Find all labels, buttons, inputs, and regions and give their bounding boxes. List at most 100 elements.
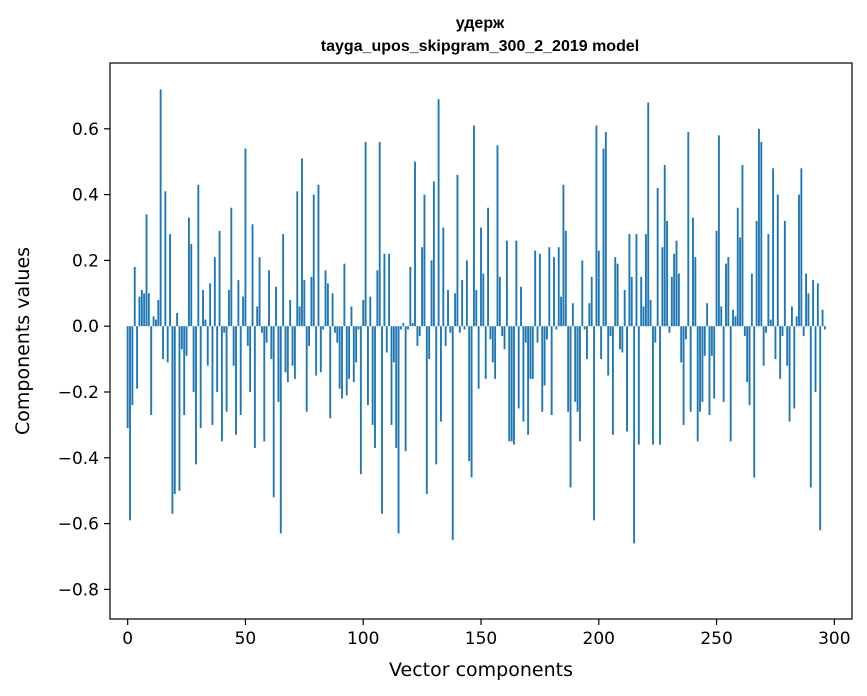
- bar-290: [809, 326, 812, 488]
- bar-249: [713, 326, 716, 399]
- bar-271: [765, 326, 767, 333]
- bar-28: [192, 326, 195, 392]
- bar-106: [376, 270, 379, 327]
- bar-123: [416, 326, 419, 346]
- bar-37: [213, 257, 216, 327]
- bar-57: [260, 326, 263, 333]
- bar-205: [609, 326, 612, 337]
- bar-20: [173, 326, 176, 494]
- x-tick-label: 250: [700, 629, 732, 649]
- bar-152: [484, 326, 487, 379]
- bar-128: [428, 326, 431, 360]
- bar-135: [444, 326, 447, 346]
- bar-15: [162, 326, 164, 360]
- bar-33: [204, 319, 207, 327]
- bar-10: [150, 326, 153, 416]
- bar-200: [597, 250, 600, 327]
- bar-52: [249, 326, 252, 392]
- bar-78: [310, 276, 313, 327]
- y-tick-label: 0.4: [72, 186, 99, 206]
- bar-9: [147, 293, 150, 327]
- bar-148: [475, 290, 478, 327]
- bar-264: [748, 326, 751, 406]
- bar-80: [315, 326, 318, 376]
- bar-95: [350, 306, 353, 327]
- bar-126: [423, 194, 426, 327]
- bar-3: [133, 266, 136, 327]
- bar-181: [553, 257, 555, 327]
- bar-146: [470, 326, 473, 478]
- bar-64: [277, 326, 280, 402]
- bar-66: [282, 234, 285, 327]
- bar-207: [614, 257, 617, 327]
- bar-221: [647, 102, 650, 327]
- bar-77: [308, 326, 310, 346]
- bar-232: [673, 253, 676, 327]
- bar-29: [195, 326, 197, 465]
- bar-293: [816, 283, 819, 327]
- bar-98: [357, 326, 360, 330]
- bar-69: [289, 299, 292, 327]
- x-tick-label: 150: [465, 629, 497, 649]
- bar-118: [404, 326, 407, 452]
- bar-241: [694, 257, 697, 327]
- x-tick-label: 100: [347, 629, 379, 649]
- bar-23: [180, 326, 183, 350]
- tick-group: 0 50 100 150 200 250 300 −0.8 −0.6 −0.4 −0.2 0.0 0.2…: [58, 120, 851, 649]
- bar-185: [562, 184, 565, 327]
- bar-279: [783, 220, 786, 327]
- bar-189: [571, 303, 574, 327]
- bar-236: [682, 326, 685, 425]
- bar-280: [786, 326, 789, 366]
- bar-100: [362, 299, 365, 327]
- bar-244: [701, 326, 704, 402]
- bar-175: [538, 253, 541, 327]
- bar-144: [465, 260, 468, 327]
- bar-192: [578, 326, 581, 442]
- bar-258: [734, 316, 737, 327]
- y-tick-label: −0.4: [58, 449, 99, 469]
- bar-22: [178, 326, 181, 491]
- bar-234: [677, 273, 680, 327]
- bar-216: [635, 234, 638, 327]
- bar-115: [397, 326, 400, 534]
- bar-5: [138, 296, 141, 327]
- bar-267: [755, 220, 758, 327]
- bar-149: [477, 326, 480, 389]
- y-tick-label: 0.6: [72, 120, 99, 140]
- y-tick-label: −0.8: [58, 580, 99, 600]
- bar-75: [303, 280, 306, 327]
- bar-282: [790, 306, 793, 327]
- bar-32: [202, 290, 204, 327]
- bar-247: [708, 326, 711, 416]
- bar-198: [593, 326, 595, 521]
- bar-41: [223, 326, 226, 333]
- bar-34: [206, 326, 209, 366]
- y-axis-label: Components values: [12, 247, 34, 435]
- bar-121: [411, 322, 414, 327]
- bar-74: [301, 158, 303, 327]
- bar-101: [364, 141, 367, 327]
- bar-162: [508, 326, 511, 442]
- bar-155: [491, 326, 494, 363]
- bar-219: [642, 306, 645, 327]
- bar-130: [432, 181, 435, 327]
- bar-138: [451, 326, 454, 541]
- bar-239: [689, 326, 692, 412]
- bar-210: [621, 326, 624, 353]
- bar-168: [522, 326, 525, 422]
- bar-204: [607, 326, 610, 376]
- bar-164: [513, 326, 515, 445]
- bar-119: [407, 326, 409, 330]
- bar-31: [199, 326, 202, 429]
- bar-208: [616, 263, 619, 327]
- bar-196: [588, 303, 591, 327]
- bar-129: [430, 260, 433, 327]
- bar-158: [498, 276, 501, 327]
- bar-63: [275, 286, 277, 327]
- bar-17: [166, 326, 169, 363]
- bar-191: [576, 326, 579, 412]
- bar-235: [680, 326, 683, 363]
- bar-81: [317, 184, 320, 327]
- bar-70: [291, 326, 294, 366]
